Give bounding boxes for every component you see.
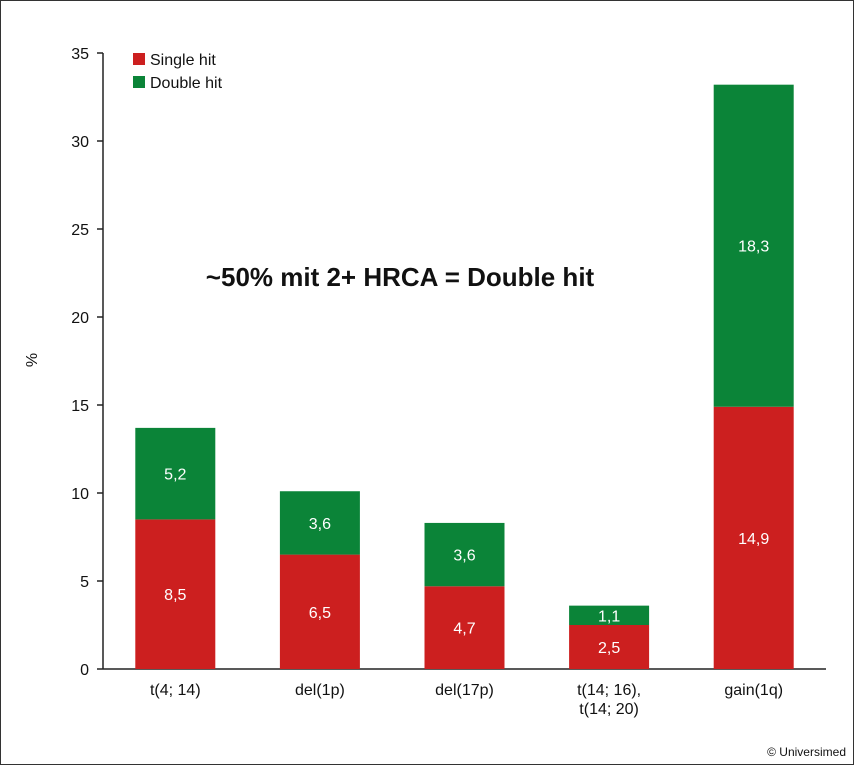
bar-segment-double-hit <box>135 427 216 520</box>
bar-data-label: 6,5 <box>309 605 331 622</box>
copyright-notice: © Universimed <box>767 745 846 759</box>
bar-segment-single-hit <box>424 586 505 669</box>
y-tick-label: 0 <box>80 662 89 679</box>
bars: 8,5 5,2 6,5 3,6 4,7 3,6 2,5 1,1 14,9 18,3 <box>135 84 794 669</box>
legend-swatch <box>133 76 145 88</box>
x-category-label: del(17p) <box>435 682 494 699</box>
bar-data-label: 1,1 <box>598 608 620 625</box>
bar-data-label: 4,7 <box>453 621 475 638</box>
bar-segment-double-hit <box>424 522 505 587</box>
bar-segment-single-hit <box>713 406 794 669</box>
bar-segment-double-hit <box>569 605 650 625</box>
bar-segment-double-hit <box>279 491 360 555</box>
bar-segment-single-hit <box>135 519 216 669</box>
y-axis-label: % <box>24 353 41 367</box>
x-category-label: t(4; 14) <box>150 682 201 699</box>
x-category-label: gain(1q) <box>724 682 783 699</box>
y-tick-label: 20 <box>71 310 89 327</box>
legend: Single hit Double hit <box>133 52 223 92</box>
x-category-label: t(14; 20) <box>579 701 639 718</box>
legend-label: Double hit <box>150 75 223 92</box>
bar-data-label: 3,6 <box>309 516 331 533</box>
bar-data-label: 8,5 <box>164 587 186 604</box>
y-ticks: 0 5 10 15 20 25 30 35 <box>71 46 103 679</box>
bar-data-label: 14,9 <box>738 531 769 548</box>
bar-segment-single-hit <box>279 554 360 669</box>
y-tick-label: 5 <box>80 574 89 591</box>
y-tick-label: 15 <box>71 398 89 415</box>
y-tick-label: 30 <box>71 134 89 151</box>
y-tick-label: 35 <box>71 46 89 63</box>
bar-data-label: 3,6 <box>453 548 475 565</box>
category-labels: t(4; 14) del(1p) del(17p) t(14; 16), t(14; 2… <box>150 682 783 718</box>
y-tick-label: 10 <box>71 486 89 503</box>
chart-annotation: ~50% mit 2+ HRCA = Double hit <box>206 262 595 292</box>
bar-data-label: 5,2 <box>164 467 186 484</box>
y-tick-label: 25 <box>71 222 89 239</box>
legend-label: Single hit <box>150 52 216 69</box>
bar-segment-double-hit <box>713 84 794 407</box>
bar-segment-single-hit <box>569 625 650 669</box>
legend-swatch <box>133 53 145 65</box>
x-category-label: t(14; 16), <box>577 682 641 699</box>
bar-data-label: 18,3 <box>738 239 769 256</box>
x-category-label: del(1p) <box>295 682 345 699</box>
bar-data-label: 2,5 <box>598 640 620 657</box>
